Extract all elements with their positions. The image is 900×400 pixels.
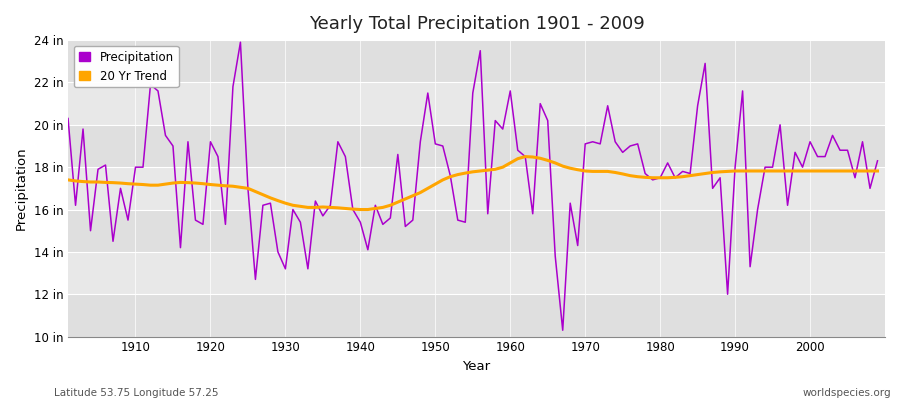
Text: worldspecies.org: worldspecies.org <box>803 388 891 398</box>
Title: Yearly Total Precipitation 1901 - 2009: Yearly Total Precipitation 1901 - 2009 <box>309 15 644 33</box>
Bar <box>68 294 885 336</box>
Bar <box>68 40 885 82</box>
Bar <box>68 210 885 252</box>
Y-axis label: Precipitation: Precipitation <box>15 146 28 230</box>
X-axis label: Year: Year <box>463 360 491 373</box>
Text: Latitude 53.75 Longitude 57.25: Latitude 53.75 Longitude 57.25 <box>54 388 219 398</box>
Bar <box>68 125 885 167</box>
Legend: Precipitation, 20 Yr Trend: Precipitation, 20 Yr Trend <box>74 46 179 87</box>
